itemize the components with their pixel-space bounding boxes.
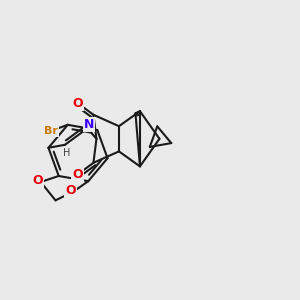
Text: N: N xyxy=(84,118,94,131)
Text: O: O xyxy=(32,174,43,187)
Text: H: H xyxy=(63,148,70,158)
Text: Br: Br xyxy=(44,126,58,136)
Text: O: O xyxy=(65,184,76,197)
Text: O: O xyxy=(72,97,83,110)
Text: O: O xyxy=(72,168,83,181)
